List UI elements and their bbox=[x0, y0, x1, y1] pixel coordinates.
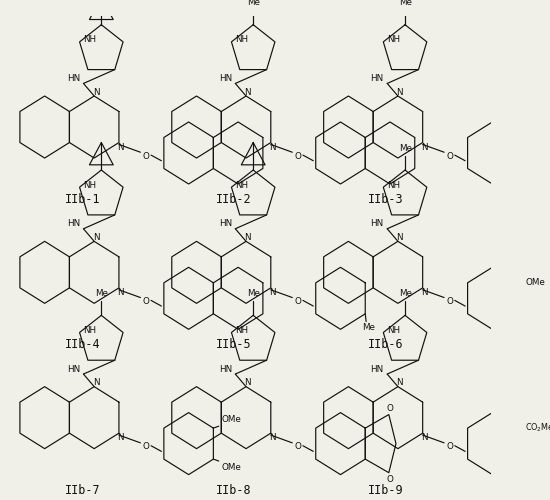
Text: IIb-9: IIb-9 bbox=[368, 484, 404, 497]
Text: IIb-1: IIb-1 bbox=[64, 193, 100, 206]
Text: OMe: OMe bbox=[222, 415, 241, 424]
Text: N: N bbox=[118, 143, 124, 152]
Text: N: N bbox=[421, 143, 428, 152]
Text: HN: HN bbox=[67, 220, 80, 228]
Text: IIb-3: IIb-3 bbox=[368, 193, 404, 206]
Text: NH: NH bbox=[83, 36, 96, 44]
Text: N: N bbox=[245, 378, 251, 388]
Text: NH: NH bbox=[387, 326, 400, 335]
Text: O: O bbox=[446, 152, 453, 160]
Text: N: N bbox=[93, 378, 99, 388]
Text: Me: Me bbox=[247, 289, 260, 298]
Text: O: O bbox=[142, 297, 149, 306]
Text: HN: HN bbox=[371, 220, 383, 228]
Text: IIb-5: IIb-5 bbox=[216, 338, 252, 351]
Text: Me: Me bbox=[399, 289, 411, 298]
Text: HN: HN bbox=[219, 74, 232, 83]
Text: O: O bbox=[294, 152, 301, 160]
Text: N: N bbox=[245, 233, 251, 242]
Text: NH: NH bbox=[83, 180, 96, 190]
Text: N: N bbox=[397, 88, 403, 96]
Text: O: O bbox=[142, 442, 149, 451]
Text: HN: HN bbox=[67, 74, 80, 83]
Text: O: O bbox=[386, 404, 393, 412]
Text: N: N bbox=[270, 288, 276, 297]
Text: O: O bbox=[386, 474, 393, 484]
Text: O: O bbox=[446, 297, 453, 306]
Text: N: N bbox=[397, 378, 403, 388]
Text: Me: Me bbox=[399, 0, 411, 8]
Text: IIb-2: IIb-2 bbox=[216, 193, 252, 206]
Text: NH: NH bbox=[387, 180, 400, 190]
Text: N: N bbox=[93, 88, 99, 96]
Text: N: N bbox=[245, 88, 251, 96]
Text: OMe: OMe bbox=[525, 278, 545, 287]
Text: N: N bbox=[118, 288, 124, 297]
Text: Me: Me bbox=[399, 144, 411, 152]
Text: NH: NH bbox=[235, 36, 248, 44]
Text: HN: HN bbox=[67, 364, 80, 374]
Text: IIb-8: IIb-8 bbox=[216, 484, 252, 497]
Text: N: N bbox=[270, 434, 276, 442]
Text: N: N bbox=[270, 143, 276, 152]
Text: Me: Me bbox=[247, 0, 260, 8]
Text: O: O bbox=[294, 297, 301, 306]
Text: IIb-7: IIb-7 bbox=[64, 484, 100, 497]
Text: N: N bbox=[118, 434, 124, 442]
Text: Me: Me bbox=[362, 324, 375, 332]
Text: HN: HN bbox=[219, 364, 232, 374]
Text: N: N bbox=[421, 434, 428, 442]
Text: HN: HN bbox=[371, 364, 383, 374]
Text: IIb-4: IIb-4 bbox=[64, 338, 100, 351]
Text: HN: HN bbox=[371, 74, 383, 83]
Text: Me: Me bbox=[95, 289, 108, 298]
Text: O: O bbox=[446, 442, 453, 451]
Text: NH: NH bbox=[235, 180, 248, 190]
Text: O: O bbox=[294, 442, 301, 451]
Text: NH: NH bbox=[235, 326, 248, 335]
Text: N: N bbox=[397, 233, 403, 242]
Text: NH: NH bbox=[387, 36, 400, 44]
Text: O: O bbox=[142, 152, 149, 160]
Text: NH: NH bbox=[83, 326, 96, 335]
Text: CO$_2$Me: CO$_2$Me bbox=[525, 422, 550, 434]
Text: HN: HN bbox=[219, 220, 232, 228]
Text: N: N bbox=[421, 288, 428, 297]
Text: IIb-6: IIb-6 bbox=[368, 338, 404, 351]
Text: OMe: OMe bbox=[222, 463, 241, 472]
Text: N: N bbox=[93, 233, 99, 242]
